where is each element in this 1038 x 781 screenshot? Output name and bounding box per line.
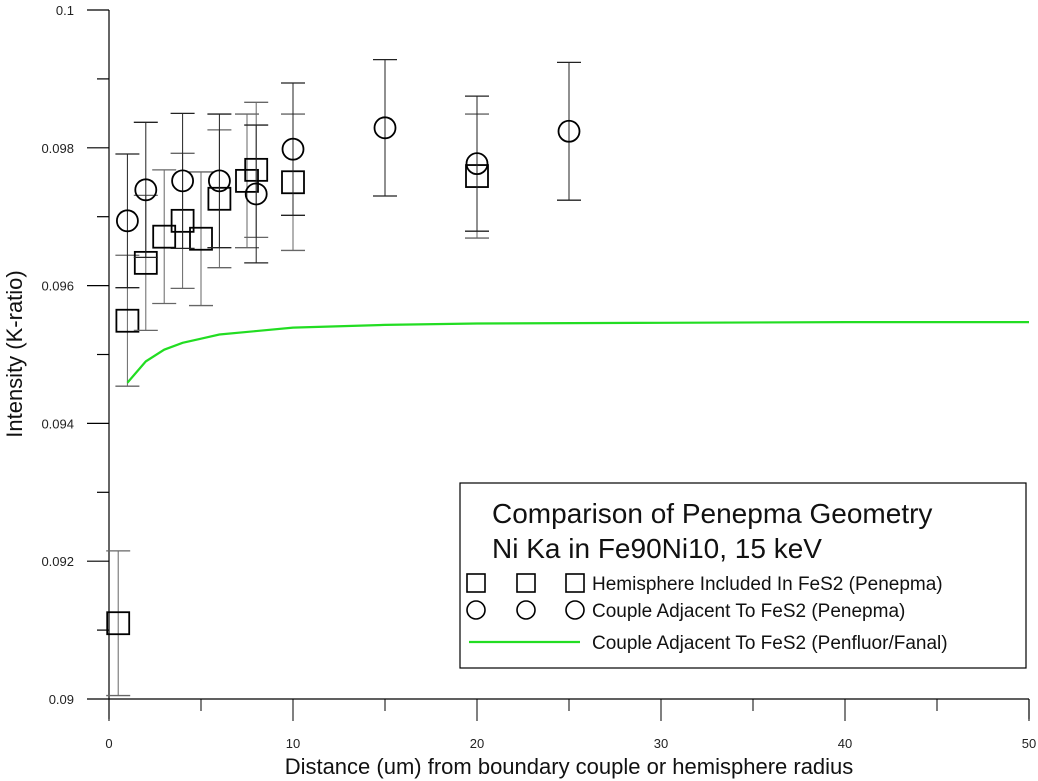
y-tick-label: 0.092 — [41, 554, 74, 569]
data-point-circle — [171, 169, 195, 193]
legend-title: Comparison of Penepma Geometry — [492, 498, 932, 529]
axes: 0.09 0.092 0.094 0.096 0.098 0.1 0 10 20 30 40 50 — [41, 3, 1036, 751]
y-tick-label: 0.098 — [41, 141, 74, 156]
legend-entry: Couple Adjacent To FeS2 (Penfluor/Fanal) — [469, 633, 948, 654]
legend-circle-icon — [516, 600, 536, 620]
data-point-square — [152, 224, 177, 249]
legend: Comparison of Penepma Geometry Ni Ka in … — [459, 482, 1027, 669]
x-tick-label: 20 — [470, 736, 484, 751]
y-tick-label: 0.1 — [56, 3, 74, 18]
legend-label: Hemisphere Included In FeS2 (Penepma) — [592, 574, 943, 595]
data-point-circle — [557, 119, 581, 143]
legend-square-icon — [565, 573, 585, 593]
data-point-circle — [134, 178, 158, 202]
x-tick-label: 10 — [286, 736, 300, 751]
data-point-square — [189, 226, 213, 251]
series-square — [106, 101, 489, 697]
x-tick-label: 50 — [1022, 736, 1036, 751]
legend-box — [459, 482, 1027, 669]
data-point-circle — [465, 152, 489, 176]
x-tick-label: 0 — [105, 736, 112, 751]
y-axis-title: Intensity (K-ratio) — [2, 270, 27, 438]
data-point-square — [115, 308, 140, 333]
series-line — [126, 321, 1029, 384]
legend-circle-icon — [565, 600, 585, 620]
data-point-circle — [373, 116, 397, 140]
legend-square-icon — [516, 573, 536, 593]
legend-label: Couple Adjacent To FeS2 (Penfluor/Fanal) — [592, 633, 948, 654]
series-circle — [115, 58, 581, 289]
data-point-square — [106, 611, 131, 636]
data-point-circle — [244, 182, 268, 206]
data-point-circle — [207, 169, 231, 193]
x-tick-label: 30 — [654, 736, 668, 751]
legend-label: Couple Adjacent To FeS2 (Penepma) — [592, 601, 905, 622]
x-axis-title: Distance (um) from boundary couple or he… — [285, 754, 854, 779]
y-tick-label: 0.096 — [41, 279, 74, 294]
legend-square-icon — [466, 573, 486, 593]
legend-circle-icon — [466, 600, 486, 620]
series-layer — [106, 58, 1029, 697]
y-tick-label: 0.094 — [41, 416, 74, 431]
x-tick-label: 40 — [838, 736, 852, 751]
data-point-circle — [116, 209, 139, 233]
legend-entry: Couple Adjacent To FeS2 (Penepma) — [466, 600, 905, 622]
y-tick-label: 0.09 — [49, 692, 74, 707]
legend-entries: Hemisphere Included In FeS2 (Penepma) Cou… — [466, 573, 948, 654]
data-point-circle — [281, 137, 305, 161]
fit-line — [126, 321, 1029, 384]
legend-subtitle: Ni Ka in Fe90Ni10, 15 keV — [492, 533, 822, 564]
legend-entry: Hemisphere Included In FeS2 (Penepma) — [466, 573, 943, 595]
